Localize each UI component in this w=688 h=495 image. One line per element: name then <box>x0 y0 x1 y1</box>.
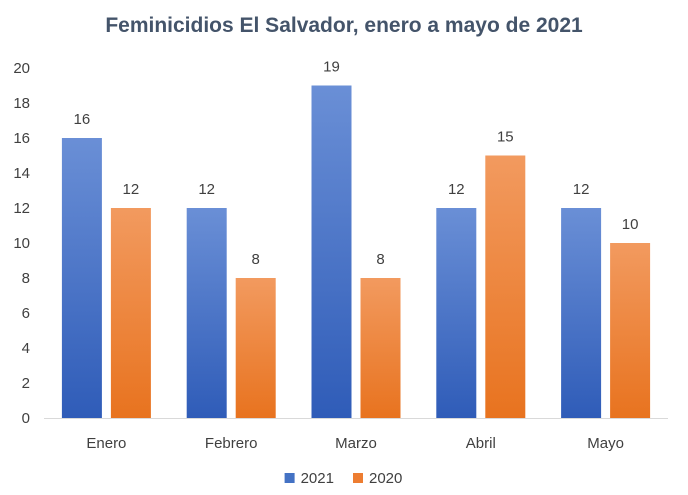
x-tick-label: Enero <box>86 435 126 452</box>
y-tick-label: 8 <box>22 270 30 287</box>
legend-label-2020: 2020 <box>369 470 402 487</box>
data-label: 12 <box>198 181 215 198</box>
y-tick-label: 4 <box>22 340 30 357</box>
y-tick-label: 20 <box>13 60 30 77</box>
x-tick-label: Marzo <box>335 435 377 452</box>
bar-2021-abril <box>436 208 477 418</box>
y-axis: 0 2 4 6 8 10 12 14 16 18 20 <box>13 60 30 427</box>
data-label: 15 <box>497 129 514 146</box>
bar-2020-mayo <box>610 243 651 418</box>
data-label: 12 <box>448 181 465 198</box>
bar-2020-abril <box>485 155 526 418</box>
bar-2020-febrero <box>235 278 276 418</box>
x-tick-label: Febrero <box>205 435 258 452</box>
data-label: 8 <box>376 251 384 268</box>
y-tick-label: 2 <box>22 375 30 392</box>
x-tick-label: Mayo <box>587 435 624 452</box>
data-label: 12 <box>573 181 590 198</box>
y-tick-label: 12 <box>13 200 30 217</box>
data-label: 16 <box>74 111 91 128</box>
x-tick-label: Abril <box>466 435 496 452</box>
bar-2021-febrero <box>186 208 227 418</box>
data-label: 10 <box>622 216 639 233</box>
data-label: 12 <box>123 181 140 198</box>
chart-title: Feminicidios El Salvador, enero a mayo d… <box>105 14 583 37</box>
bar-2021-enero <box>61 138 102 418</box>
y-tick-label: 18 <box>13 95 30 112</box>
bars-group: 16 12 12 8 19 8 12 15 12 10 <box>61 59 651 418</box>
data-label: 8 <box>252 251 260 268</box>
bar-2020-enero <box>110 208 151 418</box>
data-label: 19 <box>323 59 340 76</box>
y-tick-label: 14 <box>13 165 30 182</box>
legend: 2021 2020 <box>284 470 402 487</box>
bar-2020-marzo <box>360 278 401 418</box>
y-tick-label: 0 <box>22 410 30 427</box>
bar-2021-mayo <box>561 208 602 418</box>
y-tick-label: 6 <box>22 305 30 322</box>
legend-label-2021: 2021 <box>301 470 334 487</box>
bar-2021-marzo <box>311 85 352 418</box>
legend-swatch-2021 <box>284 473 295 483</box>
x-axis: Enero Febrero Marzo Abril Mayo <box>44 418 668 452</box>
y-tick-label: 10 <box>13 235 30 252</box>
y-tick-label: 16 <box>13 130 30 147</box>
legend-swatch-2020 <box>353 473 363 483</box>
